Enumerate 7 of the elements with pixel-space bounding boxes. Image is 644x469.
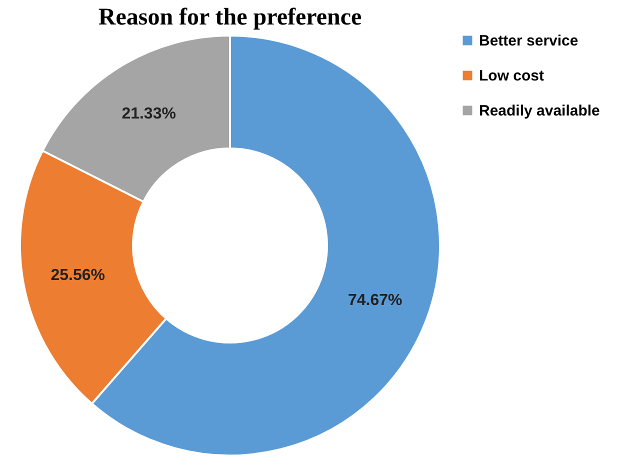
data-label: 21.33%: [122, 105, 176, 122]
legend-label: Low cost: [479, 68, 544, 84]
data-label: 74.67%: [348, 292, 402, 309]
data-label: 25.56%: [50, 267, 105, 284]
chart-title: Reason for the preference: [98, 4, 362, 30]
legend-label: Better service: [479, 32, 578, 50]
legend-label: Readily available: [479, 102, 600, 120]
